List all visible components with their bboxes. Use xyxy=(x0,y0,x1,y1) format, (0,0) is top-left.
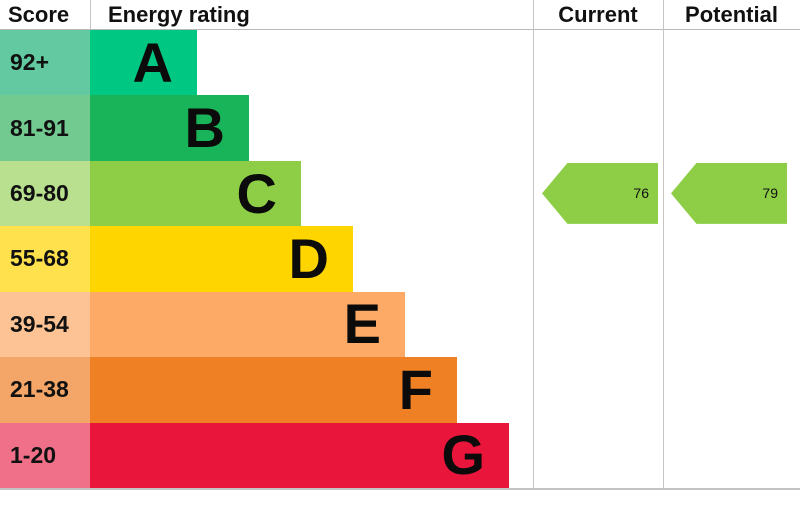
band-row: 21-38 F xyxy=(0,357,533,423)
band-bar: F xyxy=(90,357,457,423)
potential-rating-arrow: 79 xyxy=(671,162,787,224)
score-column-header: Score xyxy=(8,2,70,27)
band-row: 81-91 B xyxy=(0,95,533,161)
energy-rating-column-header: Energy rating xyxy=(108,2,250,27)
band-score-range: 92+ xyxy=(0,30,90,96)
band-row: 39-54 E xyxy=(0,291,533,358)
band-bar: B xyxy=(90,95,249,161)
current-column-header: Current xyxy=(558,2,638,27)
band-letter: F xyxy=(398,357,433,421)
band-score-range: 55-68 xyxy=(0,226,90,292)
energy-bands: 92+ A 81-91 B 69-80 C 55-68 D 39-54 E 21… xyxy=(0,30,533,488)
band-letter: E xyxy=(343,292,381,356)
band-letter: D xyxy=(288,226,329,290)
band-row: 92+ A xyxy=(0,30,533,96)
band-score-range: 39-54 xyxy=(0,291,90,358)
band-score-range: 81-91 xyxy=(0,95,90,161)
band-row: 69-80 C xyxy=(0,160,533,227)
band-bar: E xyxy=(90,291,405,358)
band-bar: G xyxy=(90,422,509,488)
band-letter: B xyxy=(184,96,225,160)
band-row: 55-68 D xyxy=(0,226,533,292)
band-letter: A xyxy=(132,30,173,94)
band-score-range: 1-20 xyxy=(0,422,90,488)
band-letter: G xyxy=(441,423,485,487)
band-score-range: 21-38 xyxy=(0,357,90,423)
score-header-divider xyxy=(90,0,91,30)
current-rating-value: 76 xyxy=(633,185,649,202)
band-bar: D xyxy=(90,226,353,292)
band-score-range: 69-80 xyxy=(0,160,90,227)
potential-rating-value: 79 xyxy=(762,185,778,202)
band-row: 1-20 G xyxy=(0,422,533,488)
current-column-divider xyxy=(533,0,534,489)
current-rating-arrow: 76 xyxy=(542,162,658,224)
band-bar: A xyxy=(90,30,197,96)
potential-column-divider xyxy=(663,0,664,489)
band-letter: C xyxy=(236,161,277,225)
potential-column-header: Potential xyxy=(685,2,778,27)
header-underline xyxy=(0,29,800,30)
chart-bottom-border xyxy=(0,488,800,490)
band-bar: C xyxy=(90,160,301,227)
